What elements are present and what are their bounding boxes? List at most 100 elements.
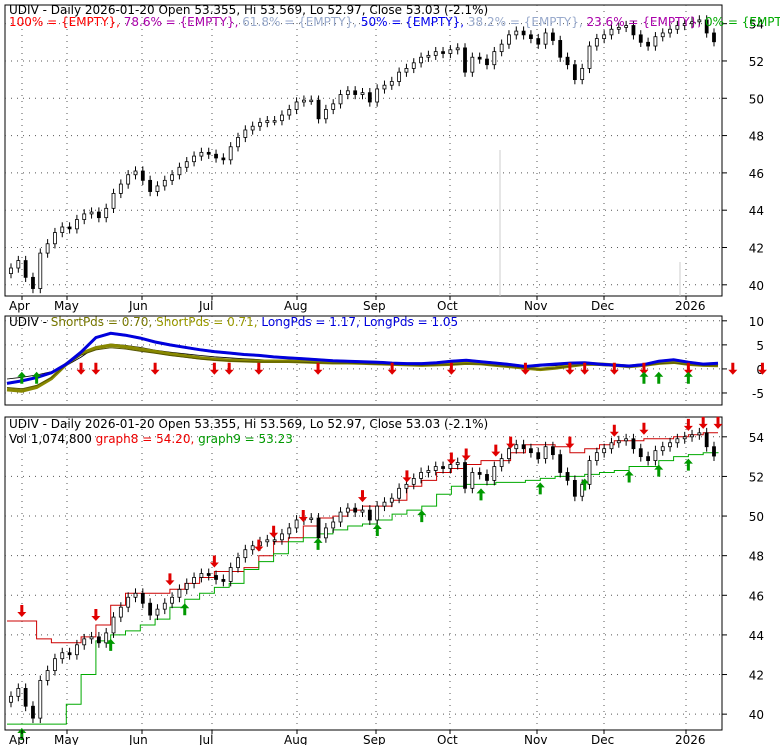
- indicator-title: UDIV - ShortPds = 0.70, ShortPds = 0.71,…: [9, 315, 458, 329]
- lower-candle-body: [682, 436, 687, 440]
- indicator-sell-arrow: [254, 362, 264, 375]
- lower-sell-arrow: [698, 416, 708, 429]
- lower-buy-arrow: [417, 510, 427, 523]
- price-candle-body: [214, 153, 218, 159]
- price-candle-body: [624, 25, 629, 28]
- price-ytick-label: 54: [749, 18, 764, 32]
- lower-candle-body: [558, 454, 563, 473]
- price-candle-body: [265, 120, 270, 123]
- indicator-ytick-label: 5: [756, 339, 764, 353]
- price-candle-body: [660, 32, 665, 38]
- lower-candle-body: [206, 573, 211, 576]
- indicator-title-part: LongPds = 1.05: [364, 315, 459, 329]
- lower-ytick-label: 48: [749, 550, 764, 564]
- price-candle-body: [162, 179, 167, 187]
- price-candle-body: [345, 90, 350, 95]
- lower-candle-body: [477, 472, 482, 475]
- indicator-sell-arrow: [580, 362, 590, 375]
- lower-candle-body: [331, 521, 336, 529]
- price-candle-body: [316, 99, 321, 120]
- price-candle-body: [170, 174, 175, 181]
- price-xtick-label: Apr: [9, 299, 30, 313]
- indicator-buy-arrow: [17, 371, 27, 384]
- indicator-sell-arrow: [757, 362, 767, 375]
- lower-candle-body: [243, 549, 248, 559]
- lower-candle-body: [536, 452, 541, 460]
- graph9-line: [7, 452, 719, 725]
- price-candle-body: [565, 56, 570, 66]
- indicator-sell-arrow: [91, 362, 101, 375]
- lower-candle-body: [353, 507, 358, 513]
- lower-candle-body: [155, 608, 160, 616]
- price-candle-body: [646, 41, 650, 47]
- lower-candle-body: [499, 458, 504, 467]
- lower-candle-body: [170, 596, 175, 604]
- price-fib-title-part: 23.6% = {EMPTY},: [586, 15, 705, 29]
- price-candle-body: [712, 32, 716, 43]
- lower-sell-arrow: [269, 525, 279, 538]
- lower-candle-body: [287, 527, 292, 535]
- lower-candle-body: [272, 539, 277, 542]
- price-candle-body: [558, 40, 563, 58]
- price-candle-body: [463, 47, 467, 73]
- price-ytick-label: 46: [749, 167, 764, 181]
- lower-sell-arrow: [209, 555, 219, 568]
- lower-sell-arrow: [165, 573, 175, 586]
- price-fib-title-part: 0% = {EMPTY}: [705, 15, 780, 29]
- price-candle-body: [485, 58, 489, 66]
- lower-candle-body: [565, 472, 570, 481]
- price-candle-body: [272, 120, 277, 123]
- lower-candle-body: [675, 438, 680, 444]
- lower-candle-body: [23, 687, 28, 707]
- indicator-buy-arrow: [683, 371, 693, 384]
- lower-candle-body: [360, 509, 365, 513]
- price-candle-body: [704, 19, 709, 34]
- lower-ytick-label: 42: [749, 669, 764, 683]
- price-candle-body: [287, 109, 292, 116]
- lower-xtick-label: Sep: [363, 733, 386, 745]
- lower-candle-body: [67, 652, 72, 656]
- lower-candle-body: [9, 695, 13, 703]
- price-candle-body: [338, 94, 343, 105]
- lower-candle-body: [82, 638, 87, 646]
- indicator-sell-arrow: [150, 362, 160, 375]
- lower-candle-body: [602, 448, 607, 454]
- price-candle-body: [397, 71, 402, 82]
- price-candle-body: [499, 43, 504, 53]
- lower-candle-body: [75, 644, 79, 656]
- price-candle-body: [199, 151, 204, 157]
- price-ytick-label: 52: [749, 55, 764, 69]
- lower-candle-body: [492, 466, 497, 481]
- lower-price-panel: 54 52 50 48 46 44 42 40 UDIV - Daily 2026-01-20 …: [4, 416, 764, 747]
- price-candle-body: [609, 28, 614, 36]
- lower-sell-arrow: [358, 490, 367, 503]
- lower-candle-body: [485, 474, 489, 481]
- lower-sell-arrow: [491, 444, 501, 457]
- price-fib-title-part: 78.6% = {EMPTY},: [124, 15, 243, 29]
- price-candle-body: [360, 92, 365, 95]
- price-candle-body: [294, 101, 299, 110]
- lower-sell-arrow: [446, 452, 456, 465]
- price-candle-body: [550, 32, 555, 41]
- price-candle-body: [375, 88, 380, 103]
- price-candle-body: [236, 137, 240, 148]
- lower-candle-body: [433, 466, 438, 471]
- lower-ytick-label: 44: [749, 629, 764, 643]
- indicator-sell-arrow: [683, 362, 693, 375]
- lower-xtick-label: Apr: [9, 733, 30, 745]
- lower-candle-body: [704, 432, 709, 448]
- lower-candle-body: [338, 511, 343, 523]
- indicator-sell-arrow: [520, 362, 530, 375]
- indicator-sell-arrow: [728, 362, 738, 375]
- lower-sell-arrow: [91, 609, 101, 622]
- price-candle-body: [492, 51, 497, 66]
- lower-candle-body: [177, 588, 182, 598]
- indicator-title-part: ShortPds = 0.71,: [156, 315, 261, 329]
- lower-candle-body: [514, 444, 519, 450]
- lower-candle-body: [624, 438, 629, 442]
- lower-xtick-label: Oct: [437, 733, 458, 745]
- price-candle-body: [258, 122, 262, 127]
- price-candle-body: [148, 179, 153, 192]
- price-fib-title-part: 61.8% = {EMPTY},: [242, 15, 361, 29]
